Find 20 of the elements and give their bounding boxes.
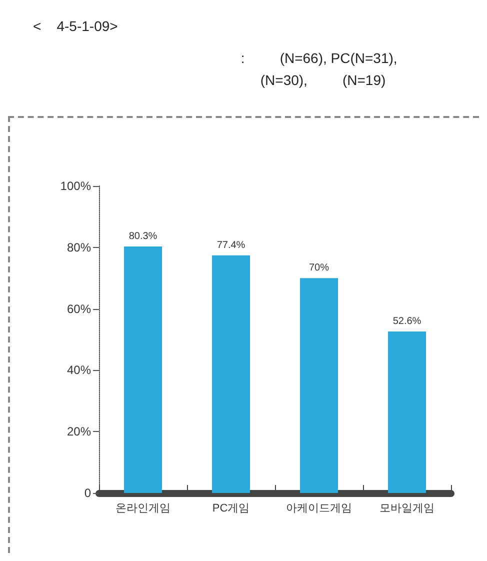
y-tick-label: 80%: [66, 240, 92, 254]
data-label: 70%: [308, 262, 330, 274]
y-tick-label: 40%: [66, 363, 92, 378]
y-tick-label: 20%: [66, 424, 92, 439]
bar: [212, 255, 250, 493]
x-tick-label: 온라인게임: [116, 502, 170, 514]
x-tick-label: 아케이드게임: [286, 502, 352, 514]
data-label: 77.4%: [216, 240, 246, 251]
bar: [300, 278, 338, 493]
x-tick-label: PC게임: [212, 502, 250, 514]
bar: [388, 332, 426, 493]
data-label: 52.6%: [392, 316, 422, 328]
chart-subtitle: : (N=66), PC(N=31), (N=30), (N=19): [240, 50, 406, 88]
bar: [124, 246, 162, 493]
y-tick-label: 0: [84, 486, 92, 500]
y-tick-label: 60%: [66, 302, 92, 316]
x-tick-label: 모바일게임: [380, 502, 434, 514]
chart-title: < 4-5-1-09>: [33, 18, 118, 34]
y-tick-label: 100%: [60, 179, 92, 193]
data-label: 80.3%: [128, 230, 158, 242]
